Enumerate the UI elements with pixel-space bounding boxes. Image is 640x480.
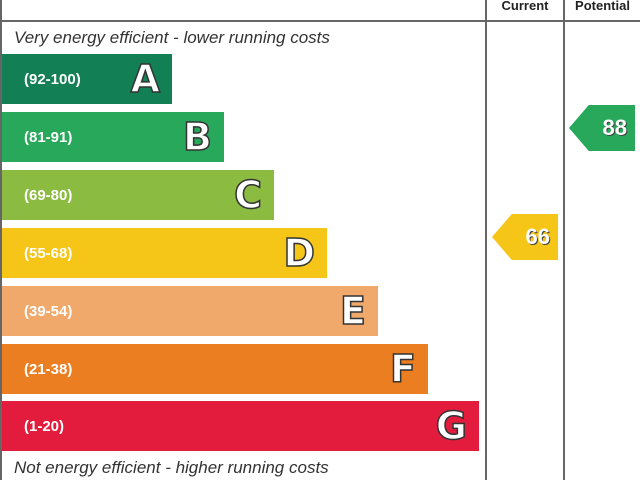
band-letter: B xyxy=(182,114,212,160)
band-letter: D xyxy=(283,230,316,276)
band-d: (55-68) D xyxy=(2,228,327,278)
band-letter: C xyxy=(233,172,262,218)
potential-rating-arrow: 88 xyxy=(569,105,635,151)
potential-column-divider xyxy=(563,0,565,480)
band-f: (21-38) F xyxy=(2,344,428,394)
band-range: (69-80) xyxy=(24,186,73,204)
potential-rating-value: 88 xyxy=(602,115,627,140)
bottom-note: Not energy efficient - higher running co… xyxy=(14,458,329,477)
band-range: (92-100) xyxy=(24,70,81,88)
top-note: Very energy efficient - lower running co… xyxy=(14,28,330,47)
band-range: (39-54) xyxy=(24,302,73,320)
band-range: (55-68) xyxy=(24,244,73,262)
current-header: Current xyxy=(501,0,549,13)
band-letter: A xyxy=(130,56,161,102)
band-b: (81-91) B xyxy=(2,112,224,162)
band-c: (69-80) C xyxy=(2,170,274,220)
band-letter: E xyxy=(339,288,366,334)
band-range: (1-20) xyxy=(24,417,65,435)
current-rating-value: 66 xyxy=(525,224,550,249)
current-rating-arrow: 66 xyxy=(492,214,558,260)
band-a: (92-100) A xyxy=(2,54,172,104)
potential-header: Potential xyxy=(575,0,630,13)
left-border xyxy=(0,0,2,480)
band-letter: G xyxy=(435,403,468,449)
band-range: (81-91) xyxy=(24,128,73,146)
band-e: (39-54) E xyxy=(2,286,378,336)
current-column-divider xyxy=(485,0,487,480)
header-divider xyxy=(0,20,640,22)
band-g: (1-20) G xyxy=(2,401,479,451)
band-letter: F xyxy=(389,346,416,392)
band-range: (21-38) xyxy=(24,360,73,378)
